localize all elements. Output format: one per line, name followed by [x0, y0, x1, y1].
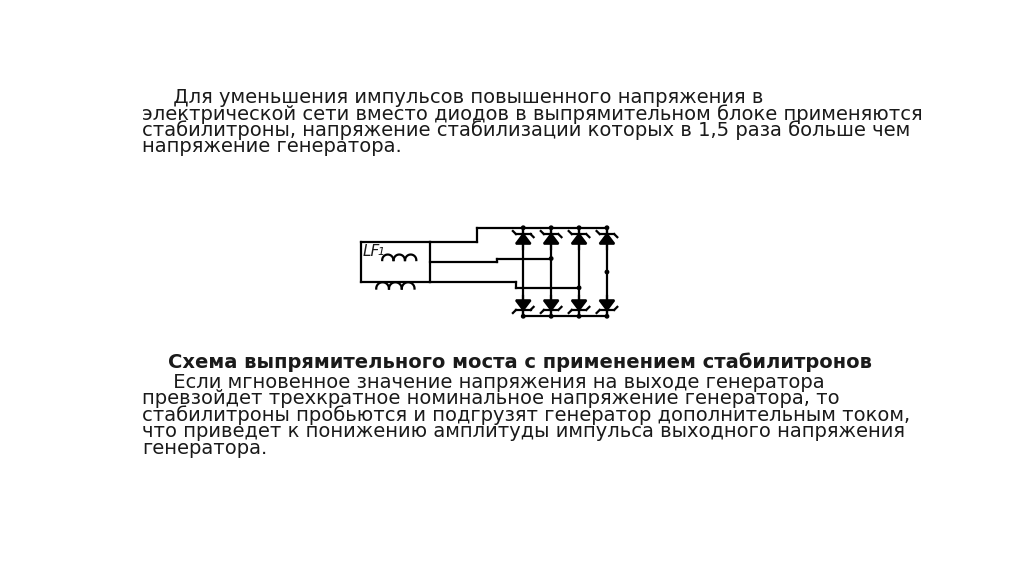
Text: превзойдет трехкратное номинальное напряжение генератора, то: превзойдет трехкратное номинальное напря…	[142, 389, 840, 408]
Polygon shape	[571, 300, 587, 310]
Polygon shape	[600, 300, 614, 310]
Text: стабилитроны, напряжение стабилизации которых в 1,5 раза больше чем: стабилитроны, напряжение стабилизации ко…	[142, 121, 910, 141]
Text: стабилитроны пробьются и подгрузят генератор дополнительным током,: стабилитроны пробьются и подгрузят генер…	[142, 406, 910, 425]
Text: Для уменьшения импульсов повышенного напряжения в: Для уменьшения импульсов повышенного нап…	[142, 88, 763, 107]
Polygon shape	[516, 300, 530, 310]
Text: напряжение генератора.: напряжение генератора.	[142, 137, 401, 156]
Circle shape	[521, 226, 525, 229]
Circle shape	[578, 226, 581, 229]
Polygon shape	[571, 234, 587, 244]
Text: LF: LF	[362, 244, 380, 259]
Polygon shape	[544, 234, 558, 244]
Circle shape	[521, 314, 525, 318]
Circle shape	[578, 286, 581, 290]
Circle shape	[605, 314, 608, 318]
Circle shape	[605, 270, 608, 274]
Polygon shape	[544, 300, 558, 310]
Text: Если мгновенное значение напряжения на выходе генератора: Если мгновенное значение напряжения на в…	[142, 373, 824, 392]
Circle shape	[550, 257, 553, 260]
Polygon shape	[516, 234, 530, 244]
Circle shape	[550, 226, 553, 229]
Text: что приведет к понижению амплитуды импульса выходного напряжения: что приведет к понижению амплитуды импул…	[142, 422, 905, 441]
Text: .: .	[853, 353, 859, 372]
Text: 1: 1	[378, 247, 385, 257]
Text: генератора.: генератора.	[142, 439, 267, 458]
Circle shape	[550, 314, 553, 318]
Polygon shape	[600, 234, 614, 244]
Text: электрической сети вместо диодов в выпрямительном блоке применяются: электрической сети вместо диодов в выпря…	[142, 104, 923, 124]
Text: Схема выпрямительного моста с применением стабилитронов: Схема выпрямительного моста с применение…	[168, 353, 871, 372]
Circle shape	[578, 314, 581, 318]
Circle shape	[605, 226, 608, 229]
